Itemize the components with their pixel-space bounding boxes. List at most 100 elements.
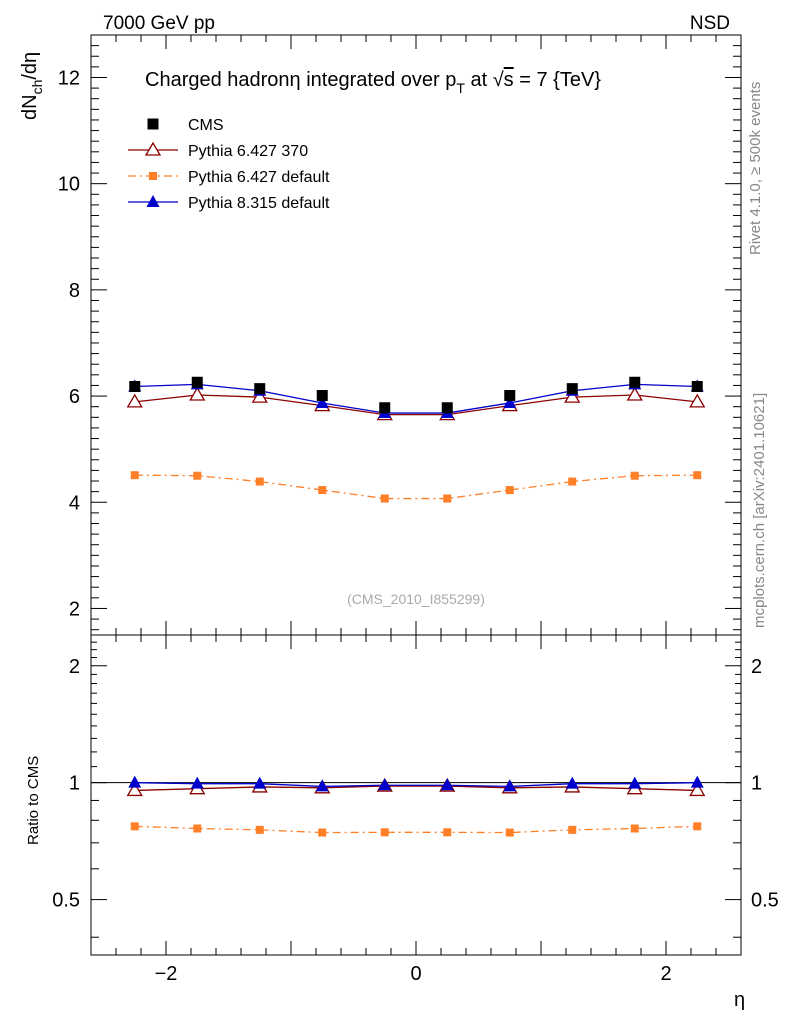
- y-label-sub: ch: [29, 80, 45, 95]
- legend-label-pythia-6-427-default: Pythia 6.427 default: [188, 169, 330, 186]
- ratio-series-layer: [126, 775, 706, 837]
- y-axis-label: dNch/dη: [19, 52, 45, 120]
- header-left-label: 7000 GeV pp: [103, 13, 215, 34]
- data-point-pythia-6-427-370: [189, 386, 206, 401]
- legend-label-pythia-6-427-370: Pythia 6.427 370: [188, 143, 308, 160]
- title-part-b: at: [465, 69, 493, 91]
- title-part-a: Charged hadronη integrated over p: [145, 69, 456, 91]
- legend-marker-pythia-8-315-default: [146, 195, 160, 207]
- x-tick-label: −2: [155, 963, 178, 985]
- ratio-tick-label-right: 0.5: [751, 890, 779, 912]
- analysis-watermark: (CMS_2010_I855299): [347, 591, 485, 607]
- ratio-point-pythia-8-315-default: [690, 775, 704, 788]
- legend: CMS Pythia 6.427 370 Pythia 6.427 default P…: [128, 117, 330, 212]
- data-point-cms: [691, 381, 703, 393]
- data-point-pythia-6-427-370: [126, 393, 143, 408]
- data-point-pythia-6-427-default: [318, 486, 327, 495]
- x-tick-label: 0: [410, 963, 421, 985]
- rivet-version-label: Rivet 4.1.0, ≥ 500k events: [747, 82, 764, 255]
- ratio-point-pythia-8-315-default: [503, 779, 517, 792]
- main-series-layer: [126, 376, 706, 503]
- data-point-pythia-6-427-default: [255, 477, 264, 486]
- data-point-cms: [316, 390, 328, 402]
- ratio-tick-label: 2: [69, 656, 80, 678]
- ratio-point-pythia-8-315-default: [128, 775, 142, 788]
- series-line-pythia-8-315-default: [134, 383, 698, 414]
- ratio-y-axis-label: Ratio to CMS: [25, 756, 42, 845]
- data-point-pythia-6-427-default: [630, 471, 639, 480]
- ratio-point-pythia-8-315-default: [628, 776, 642, 789]
- main-axes: 2 4 6 8 10 12: [58, 34, 742, 635]
- ratio-line-pythia-8-315-default: [134, 782, 698, 788]
- legend-label-cms: CMS: [188, 117, 224, 134]
- data-point-pythia-8-315-default: [503, 395, 517, 408]
- ratio-line-pythia-6-427-370: [134, 785, 698, 792]
- ratio-tick-label: 0.5: [52, 890, 80, 912]
- data-point-pythia-6-427-default: [380, 494, 389, 503]
- legend-marker-pythia-6-427-default: [149, 172, 157, 180]
- y-tick-label: 6: [69, 386, 80, 408]
- ratio-point-pythia-6-427-default: [630, 824, 639, 833]
- legend-marker-pythia-6-427-370: [144, 141, 162, 156]
- title-part-c: = 7 {TeV}: [514, 69, 602, 91]
- data-point-pythia-8-315-default: [315, 395, 329, 408]
- series-line-pythia-6-427-370: [134, 394, 698, 416]
- plot-title: Charged hadronη integrated over pT at √s…: [145, 69, 601, 96]
- data-point-pythia-6-427-default: [443, 494, 452, 503]
- data-point-pythia-6-427-default: [130, 471, 139, 480]
- ratio-tick-label: 1: [69, 773, 80, 795]
- data-point-pythia-6-427-370: [626, 386, 643, 401]
- legend-marker-cms: [147, 118, 159, 130]
- header-right-label: NSD: [690, 13, 730, 34]
- ratio-point-pythia-8-315-default: [190, 776, 204, 789]
- ratio-point-pythia-6-427-default: [318, 828, 327, 837]
- ratio-point-pythia-8-315-default: [565, 776, 579, 789]
- ratio-plot-frame: [90, 634, 742, 956]
- series-line-pythia-6-427-default: [134, 474, 698, 500]
- ratio-point-pythia-6-427-default: [380, 828, 389, 837]
- data-point-cms: [629, 376, 641, 388]
- x-tick-label: 2: [660, 963, 671, 985]
- data-point-pythia-6-427-default: [568, 477, 577, 486]
- mcplots-label: mcplots.cern.ch [arXiv:2401.10621]: [751, 393, 768, 628]
- ratio-point-pythia-6-427-370: [689, 782, 706, 797]
- data-point-cms: [441, 402, 453, 414]
- data-point-cms: [566, 383, 578, 395]
- data-point-cms: [504, 390, 516, 402]
- title-root: √: [493, 69, 504, 91]
- data-point-pythia-6-427-370: [251, 388, 268, 403]
- y-tick-label: 12: [58, 67, 80, 89]
- x-axis-label: η: [734, 989, 745, 1011]
- ratio-point-pythia-6-427-default: [568, 825, 577, 834]
- title-s: s: [504, 69, 514, 91]
- ratio-tick-label-right: 1: [751, 773, 762, 795]
- ratio-point-pythia-8-315-default: [440, 778, 454, 791]
- data-point-pythia-6-427-default: [193, 471, 202, 480]
- ratio-point-pythia-6-427-default: [693, 822, 702, 831]
- title-subscript: T: [456, 80, 465, 96]
- ratio-point-pythia-6-427-default: [130, 822, 139, 831]
- legend-label-pythia-8-315-default: Pythia 8.315 default: [188, 195, 330, 212]
- ratio-point-pythia-8-315-default: [378, 778, 392, 791]
- data-point-pythia-6-427-370: [564, 388, 581, 403]
- ratio-point-pythia-6-427-default: [255, 825, 264, 834]
- ratio-point-pythia-6-427-default: [505, 828, 514, 837]
- ratio-point-pythia-6-427-default: [443, 828, 452, 837]
- data-point-cms: [379, 402, 391, 414]
- data-point-cms: [191, 376, 203, 388]
- ratio-line-pythia-6-427-default: [134, 825, 698, 834]
- data-point-cms: [129, 381, 141, 393]
- y-tick-label: 2: [69, 598, 80, 620]
- data-point-pythia-6-427-default: [505, 486, 514, 495]
- ratio-point-pythia-8-315-default: [253, 776, 267, 789]
- ratio-point-pythia-8-315-default: [315, 779, 329, 792]
- y-tick-label: 4: [69, 492, 80, 514]
- data-point-pythia-6-427-370: [689, 393, 706, 408]
- y-tick-label: 8: [69, 280, 80, 302]
- ratio-point-pythia-6-427-default: [193, 824, 202, 833]
- ratio-axes: −2 0 2 0.5 0.5 1 1 2 2: [52, 635, 779, 985]
- ratio-point-pythia-6-427-370: [126, 782, 143, 797]
- data-point-cms: [254, 383, 266, 395]
- y-label-b: /dη: [19, 52, 41, 80]
